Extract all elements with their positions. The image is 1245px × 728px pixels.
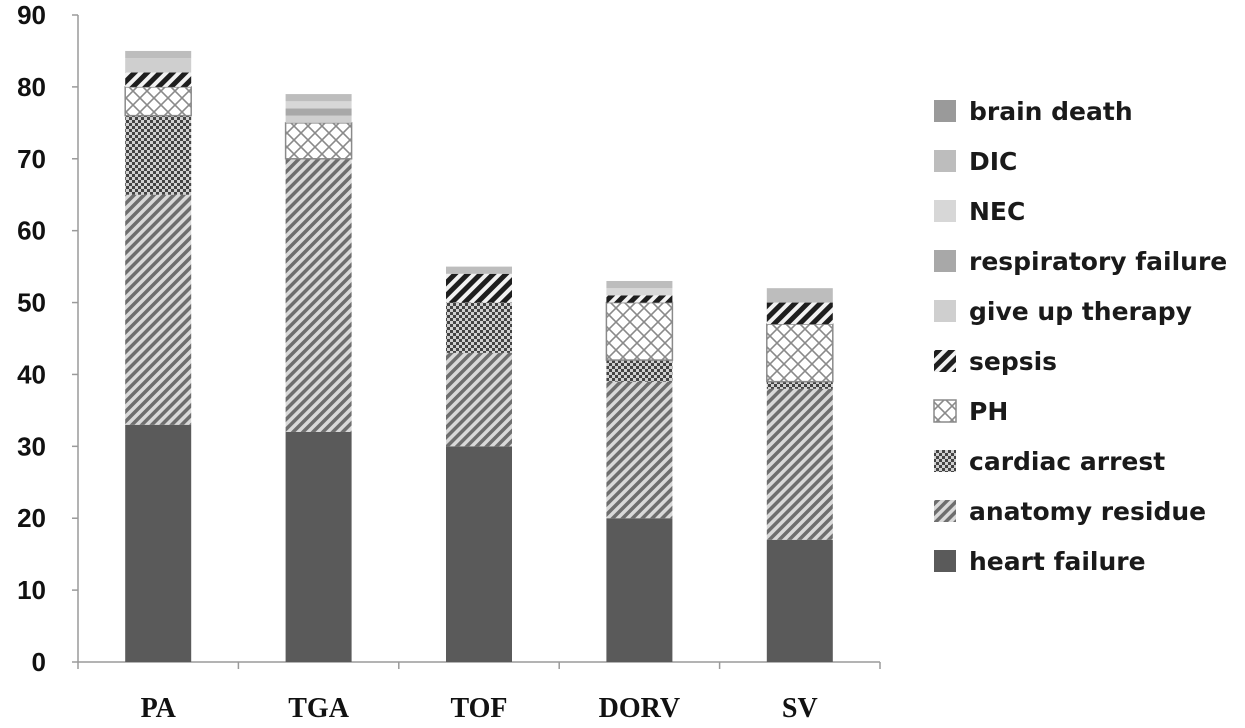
bar-tga-ph	[284, 122, 353, 160]
bar-pa-ph	[124, 86, 192, 117]
legend-swatch-ph	[933, 399, 957, 423]
legend-label-dic: DIC	[969, 147, 1017, 176]
y-tick-label: 80	[17, 72, 46, 102]
x-tick-label-tga: TGA	[288, 693, 349, 724]
bar-tof-sepsis	[446, 273, 512, 303]
bar-sv-sepsis	[766, 302, 833, 325]
legend-swatch-give-up-therapy	[934, 300, 956, 322]
x-tick-label-pa: PA	[141, 693, 177, 724]
legend-swatch-dic	[934, 150, 956, 172]
legend-swatch-respiratory-failure	[934, 250, 956, 272]
legend-swatch-sepsis	[934, 350, 956, 372]
bar-sv-anatomy-residue	[766, 388, 833, 540]
legend-swatch-anatomy-residue	[934, 500, 956, 522]
x-tick-labels: PA TGA TOF DORV SV	[141, 693, 818, 724]
bar-dorv-nec	[606, 288, 673, 296]
legend-label-respiratory-failure: respiratory failure	[969, 247, 1227, 276]
bar-pa-cardiac-arrest	[125, 115, 192, 195]
y-tick-label: 50	[17, 288, 46, 318]
bar-dorv-sepsis	[606, 295, 673, 303]
bar-dorv-dic	[606, 280, 673, 289]
bar-tga-dic	[285, 94, 352, 102]
bar-sv-ph	[766, 323, 834, 383]
bar-dorv-anatomy-residue	[606, 381, 673, 519]
bar-tga-give-up-therapy	[285, 115, 352, 123]
bar-dorv-cardiac-arrest	[606, 360, 673, 382]
legend-label-cardiac-arrest: cardiac arrest	[969, 447, 1165, 476]
legend-label-nec: NEC	[969, 197, 1025, 226]
y-tick-label: 10	[17, 575, 46, 605]
bar-tga-respiratory-failure	[285, 108, 352, 116]
bar-tof-heart-failure	[446, 446, 512, 662]
y-tick-label: 30	[17, 431, 46, 461]
legend: brain death DIC NEC respiratory failure give…	[933, 97, 1227, 576]
x-tick-label-tof: TOF	[450, 693, 507, 724]
bar-dorv-ph	[605, 301, 674, 361]
y-tick-label: 70	[17, 144, 46, 174]
bars	[124, 50, 834, 662]
y-tick-label: 20	[17, 503, 46, 533]
legend-swatch-cardiac-arrest	[934, 450, 956, 472]
legend-swatch-brain-death	[934, 100, 956, 122]
axes	[72, 14, 881, 669]
legend-label-give-up-therapy: give up therapy	[969, 297, 1192, 326]
bar-tof-anatomy-residue	[446, 352, 512, 447]
bar-tof-cardiac-arrest	[446, 302, 512, 353]
bar-pa-dic	[125, 50, 192, 59]
bar-tga-heart-failure	[285, 431, 352, 662]
x-tick-label-dorv: DORV	[599, 693, 680, 724]
bar-dorv-heart-failure	[606, 518, 673, 662]
y-tick-labels: 0 10 20 30 40 50 60 70 80 90	[17, 0, 46, 677]
bar-tof-dic	[446, 266, 512, 274]
y-tick-label: 60	[17, 216, 46, 246]
bar-sv-dic	[766, 288, 833, 303]
legend-swatch-heart-failure	[934, 550, 956, 572]
bar-pa-give-up-therapy	[125, 58, 192, 73]
bar-pa-sepsis	[125, 72, 192, 87]
y-tick-label: 40	[17, 359, 46, 389]
legend-label-anatomy-residue: anatomy residue	[969, 497, 1206, 526]
bar-sv-heart-failure	[766, 539, 833, 662]
x-tick-label-sv: SV	[782, 693, 818, 724]
legend-label-heart-failure: heart failure	[969, 547, 1146, 576]
bar-sv-cardiac-arrest	[766, 381, 833, 389]
bar-tga-anatomy-residue	[285, 158, 352, 432]
bar-tga-nec	[285, 101, 352, 109]
bar-pa-anatomy-residue	[125, 194, 192, 425]
y-tick-label: 90	[17, 0, 46, 30]
legend-label-sepsis: sepsis	[969, 347, 1057, 376]
legend-swatch-nec	[934, 200, 956, 222]
legend-label-ph: PH	[969, 397, 1008, 426]
bar-pa-heart-failure	[125, 424, 192, 662]
legend-label-brain-death: brain death	[969, 97, 1133, 126]
y-tick-label: 0	[32, 647, 46, 677]
